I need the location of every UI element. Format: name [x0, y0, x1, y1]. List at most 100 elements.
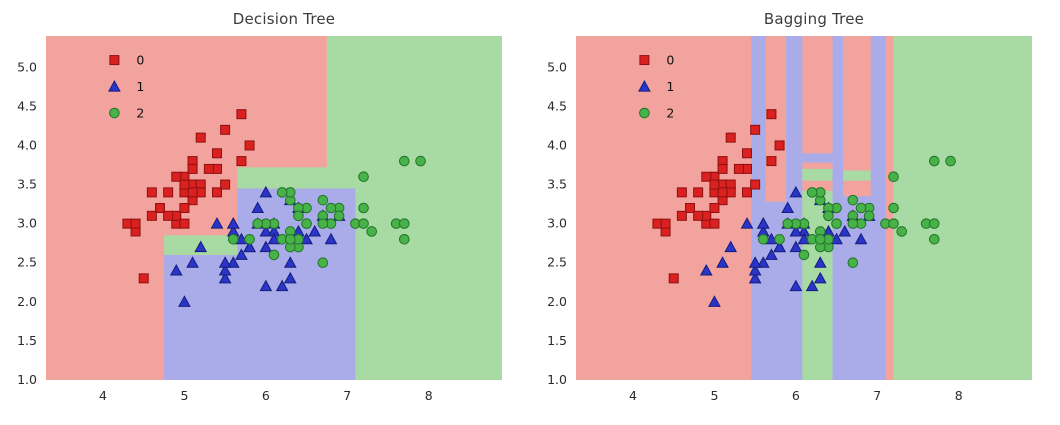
point-class-0	[171, 171, 182, 182]
y-tick-label: 1.5	[547, 333, 567, 348]
point-class-2	[398, 218, 410, 229]
point-class-2	[398, 155, 410, 167]
point-class-2	[888, 218, 899, 229]
point-class-0	[766, 109, 777, 120]
y-tick-label: 1.0	[547, 372, 567, 387]
point-class-1	[283, 271, 297, 284]
point-class-1	[324, 232, 338, 245]
point-class-0	[203, 163, 214, 174]
legend-label: 2	[136, 106, 144, 121]
point-class-1	[235, 248, 248, 260]
point-class-2	[366, 226, 378, 237]
point-class-0	[146, 210, 157, 221]
x-tick-label: 4	[99, 388, 107, 403]
legend-marker-class-2	[639, 107, 650, 119]
point-class-1	[243, 240, 256, 253]
point-class-2	[847, 194, 859, 206]
point-class-0	[774, 140, 785, 151]
point-class-1	[226, 256, 240, 268]
bagging-tree-svg: 4 5 6 7 8 1.0 1.5 2.0 2.5 3.0 3.5 4.0 4.5 5.0 0 1 2	[547, 36, 1032, 403]
point-class-2	[896, 226, 908, 237]
point-class-0	[709, 218, 720, 229]
point-class-1	[781, 201, 795, 213]
point-class-1	[830, 232, 843, 245]
x-tick-label: 7	[873, 388, 881, 403]
point-class-2	[806, 187, 818, 198]
point-class-0	[750, 124, 761, 135]
x-tick-label: 8	[425, 388, 433, 403]
decision-region-class-2	[802, 168, 833, 181]
point-class-0	[187, 163, 198, 174]
point-class-2	[863, 210, 875, 222]
legend-label: 1	[666, 79, 674, 94]
point-class-0	[130, 218, 141, 229]
point-class-2	[358, 202, 369, 214]
y-tick-label: 2.0	[547, 294, 567, 309]
point-class-1	[854, 232, 868, 245]
point-class-2	[945, 155, 956, 167]
decision-region-class-2	[843, 170, 871, 181]
point-class-1	[259, 279, 273, 292]
legend-marker-class-0	[639, 55, 650, 66]
y-tick-label: 1.0	[17, 372, 37, 387]
legend-label: 0	[136, 53, 144, 68]
point-class-1	[699, 264, 713, 276]
point-class-0	[155, 203, 165, 213]
legend-marker-class-0	[109, 55, 120, 66]
decision-tree-svg: 4 5 6 7 8 1.0 1.5 2.0 2.5 3.0 3.5 4.0 4.5 5.0 0 1 2	[17, 36, 502, 403]
point-class-1	[740, 217, 754, 229]
y-tick-label: 5.0	[17, 59, 37, 74]
point-class-1	[813, 256, 827, 268]
point-class-1	[748, 256, 762, 268]
point-class-1	[259, 185, 273, 198]
point-class-2	[888, 202, 899, 214]
point-class-0	[212, 148, 222, 159]
x-tick-label: 5	[180, 388, 188, 403]
point-class-2	[325, 202, 337, 214]
point-class-0	[750, 179, 761, 190]
point-class-2	[928, 155, 940, 167]
point-class-2	[798, 249, 810, 261]
point-class-1	[210, 217, 224, 229]
point-class-1	[838, 224, 852, 237]
point-class-0	[146, 187, 157, 198]
y-tick-label: 1.5	[17, 333, 37, 348]
point-class-0	[179, 203, 190, 213]
point-class-2	[782, 218, 794, 229]
point-class-0	[709, 203, 720, 213]
point-class-2	[244, 233, 255, 245]
point-class-2	[823, 210, 834, 222]
point-class-0	[676, 210, 687, 221]
point-class-1	[813, 271, 827, 284]
legend-label: 0	[666, 53, 674, 68]
point-class-2	[814, 233, 826, 245]
x-tick-label: 7	[343, 388, 351, 403]
point-class-0	[138, 273, 149, 284]
point-class-0	[179, 179, 190, 190]
point-class-2	[757, 233, 769, 245]
decision-region-class-2	[893, 36, 1032, 380]
decision-tree-panel: Decision Tree 4 5 6 7 8 1.0 1.5 2.0 2.5 3.0 3.5 4.0…	[0, 0, 530, 410]
point-class-2	[774, 233, 785, 245]
point-class-0	[717, 187, 728, 198]
point-class-1	[259, 224, 273, 237]
y-tick-label: 3.0	[17, 216, 37, 231]
point-class-2	[317, 218, 329, 229]
point-class-2	[888, 171, 899, 183]
point-class-0	[742, 187, 752, 198]
point-class-0	[766, 156, 777, 167]
point-class-1	[724, 240, 738, 253]
point-class-1	[275, 279, 289, 292]
legend-marker-class-1	[638, 80, 651, 92]
point-class-0	[725, 132, 736, 143]
bagging-tree-chart: 4 5 6 7 8 1.0 1.5 2.0 2.5 3.0 3.5 4.0 4.5 5.0 0 1 2	[530, 30, 1044, 410]
point-class-2	[268, 249, 280, 261]
legend-marker-class-1	[108, 80, 121, 92]
y-tick-label: 2.5	[17, 255, 37, 270]
point-class-1	[169, 264, 183, 276]
point-class-1	[194, 240, 208, 253]
point-class-1	[748, 271, 762, 284]
point-class-1	[756, 256, 770, 268]
point-class-0	[244, 140, 255, 151]
